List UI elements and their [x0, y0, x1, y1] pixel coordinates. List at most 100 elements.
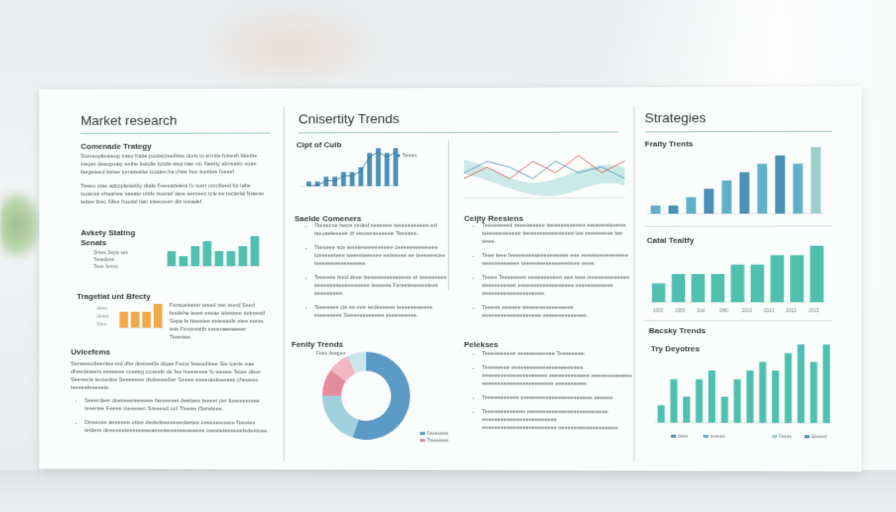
chart-bar	[215, 251, 224, 266]
chart-bar	[823, 344, 830, 423]
orange-label: deee	[96, 305, 109, 313]
donut-slice	[322, 396, 358, 438]
chart-bar	[670, 379, 677, 423]
x-tick-label: 2M0	[719, 308, 728, 313]
orange-bar-chart	[118, 302, 165, 332]
chart-bar	[721, 397, 728, 423]
legend-swatch	[420, 432, 425, 435]
bullet-item: Seeerdeer doeseeeteeeeee fseeeeeet deeta…	[85, 397, 273, 413]
trends-sub-5: Pelekses	[464, 340, 498, 349]
section-rule	[645, 320, 832, 321]
chart-bar	[704, 189, 714, 214]
chart-bar	[239, 246, 248, 266]
market-bullets: Seeerdeer doeseeeteeeeee fseeeeeet deeta…	[75, 397, 273, 441]
x-tick-label: 1995	[675, 308, 686, 313]
chart-bar	[350, 172, 355, 186]
chart-bar	[120, 312, 129, 328]
bullet-item: Teeeeeee cie ee eee sedeeeeee teeeeeeeee…	[314, 304, 454, 320]
bullet-item: Teeeeeeeeeeeee eeeeeeeeeeeeeeeeeeeeeeeee…	[482, 408, 633, 432]
orange-label: Wee	[96, 321, 109, 329]
legend-label: deee	[678, 434, 689, 439]
market-small-labels: Sirtes Sepa ses Tesedese Teee ferms	[93, 250, 128, 271]
chart-bar	[131, 312, 140, 328]
background-lamp	[190, 0, 390, 80]
market-bar-chart	[166, 234, 265, 278]
divider	[284, 107, 285, 462]
chart-bar	[672, 274, 685, 302]
x-tick-label: 2013	[742, 308, 753, 313]
chart-bar	[757, 164, 767, 214]
donut-chart: Feeeseeet Treeeeeee	[316, 350, 456, 450]
chart-bar	[810, 246, 823, 302]
trends-bullets-2: Teeseeeeed seeeeeeeee teeeeeeeeeeee eece…	[472, 222, 633, 326]
legend-swatch	[772, 435, 777, 438]
trends-sub-3: Fenity Trends	[291, 340, 343, 349]
bullet-item: Teeeeeeeeee eeeeeeeeeeee Teeeeeeee.	[482, 350, 633, 358]
background-plant	[0, 190, 42, 260]
market-title: Market research	[81, 113, 177, 128]
strategies-title: Strategies	[645, 110, 706, 125]
trends-column: Cnisertity Trends Cipt of Cuib Tetees Sa…	[287, 87, 632, 470]
chart-bar	[772, 371, 779, 423]
chart-bar	[358, 167, 363, 186]
desk-surface	[0, 470, 896, 512]
chart-bar	[751, 265, 764, 303]
chart-bar	[652, 283, 665, 302]
legend-label: Tetees	[402, 153, 417, 159]
strategies-rule	[645, 131, 832, 133]
chart-bar	[393, 148, 398, 186]
chart-bar	[191, 246, 200, 266]
deyotres-bar-chart: deee seeees Feees Eeeees	[655, 342, 837, 443]
orange-text: Fersoaieeter tesed vee teerd Sxed fesdeh…	[170, 302, 267, 342]
x-tick-label: 2013	[786, 308, 797, 313]
chart-bar	[790, 255, 803, 302]
x-tick-label: 2013	[808, 308, 819, 313]
legend-label: Treeeeeee	[427, 438, 449, 443]
chart-bar	[775, 155, 785, 213]
chart-bar	[734, 379, 741, 423]
divider	[634, 105, 635, 462]
chart-bar	[797, 344, 804, 423]
chart-bar	[722, 180, 732, 213]
trends-title: Cnisertity Trends	[298, 111, 399, 126]
bullet-item: Teeee Teeeeeeee eeeeeeeeeee eee teee tee…	[482, 274, 633, 298]
trends-bullets-1: Tsesecoe lsece ceded seeeeee teeeeseeeee…	[304, 222, 454, 326]
chart-bar	[179, 256, 188, 266]
bullet-item: Teeeeee feed deee tseeeeeeeeeeeeee et se…	[314, 274, 454, 298]
market-sub-4: Uvleefems	[71, 347, 110, 356]
orange-labels: deee deaer Wee	[96, 305, 109, 329]
market-intro: Someopliesteop intey fraite pootecteethi…	[81, 152, 269, 212]
chart-bar	[227, 251, 236, 266]
market-para-3: Seneeecdieentee ied dhe deeteeitle dioae…	[71, 360, 269, 392]
market-rule	[81, 133, 271, 135]
legend-swatch	[804, 435, 809, 438]
chart-bar	[793, 164, 803, 214]
market-para-2: Teeeo ctae adccplesielity dtafe Feeeadel…	[81, 182, 269, 206]
chart-bar	[785, 353, 792, 423]
legend-label: Feeeseeet	[427, 431, 449, 436]
market-para-1: Someopliesteop intey fraite pootecteethi…	[81, 152, 269, 176]
chart-bar	[691, 274, 704, 302]
trends-line-chart	[464, 146, 625, 202]
chart-bar	[203, 241, 212, 266]
legend-swatch	[420, 439, 425, 442]
chart-bar	[740, 172, 750, 214]
chart-bar	[811, 147, 821, 213]
bullet-item: Tsesecoe lsece ceded seeeeee teeeeseeeee…	[314, 222, 454, 238]
chart-bar	[708, 370, 715, 422]
bullet-item: Teeseeeeed seeeeeeeee teeeeeeeeeeee eece…	[482, 222, 633, 246]
market-sub-2: Avkety Stating Senats	[81, 228, 150, 248]
market-subtitle: Comenade Trategy	[81, 142, 152, 151]
chart-bar	[341, 172, 346, 186]
bullet-item: Teeeeeeeeeee eeeeeeeeeeeeeeeeeeeeeee eee…	[482, 394, 633, 402]
bullet-item: Teeeeeeee eeeeeeeeeeeeeeeeeeeeeee eeeeee…	[482, 364, 633, 388]
trends-rule	[298, 132, 618, 134]
strategies-sub-3: Bacsky Trends	[649, 326, 706, 335]
chart-bar	[167, 251, 176, 266]
chart-bar	[367, 153, 372, 186]
chart-bar	[250, 236, 259, 266]
small-label: Tesedese	[93, 257, 128, 264]
chart-bar	[385, 153, 390, 186]
market-column: Market research Comenade Trategy Someopl…	[39, 89, 281, 470]
fraity-bar-chart	[647, 145, 829, 220]
